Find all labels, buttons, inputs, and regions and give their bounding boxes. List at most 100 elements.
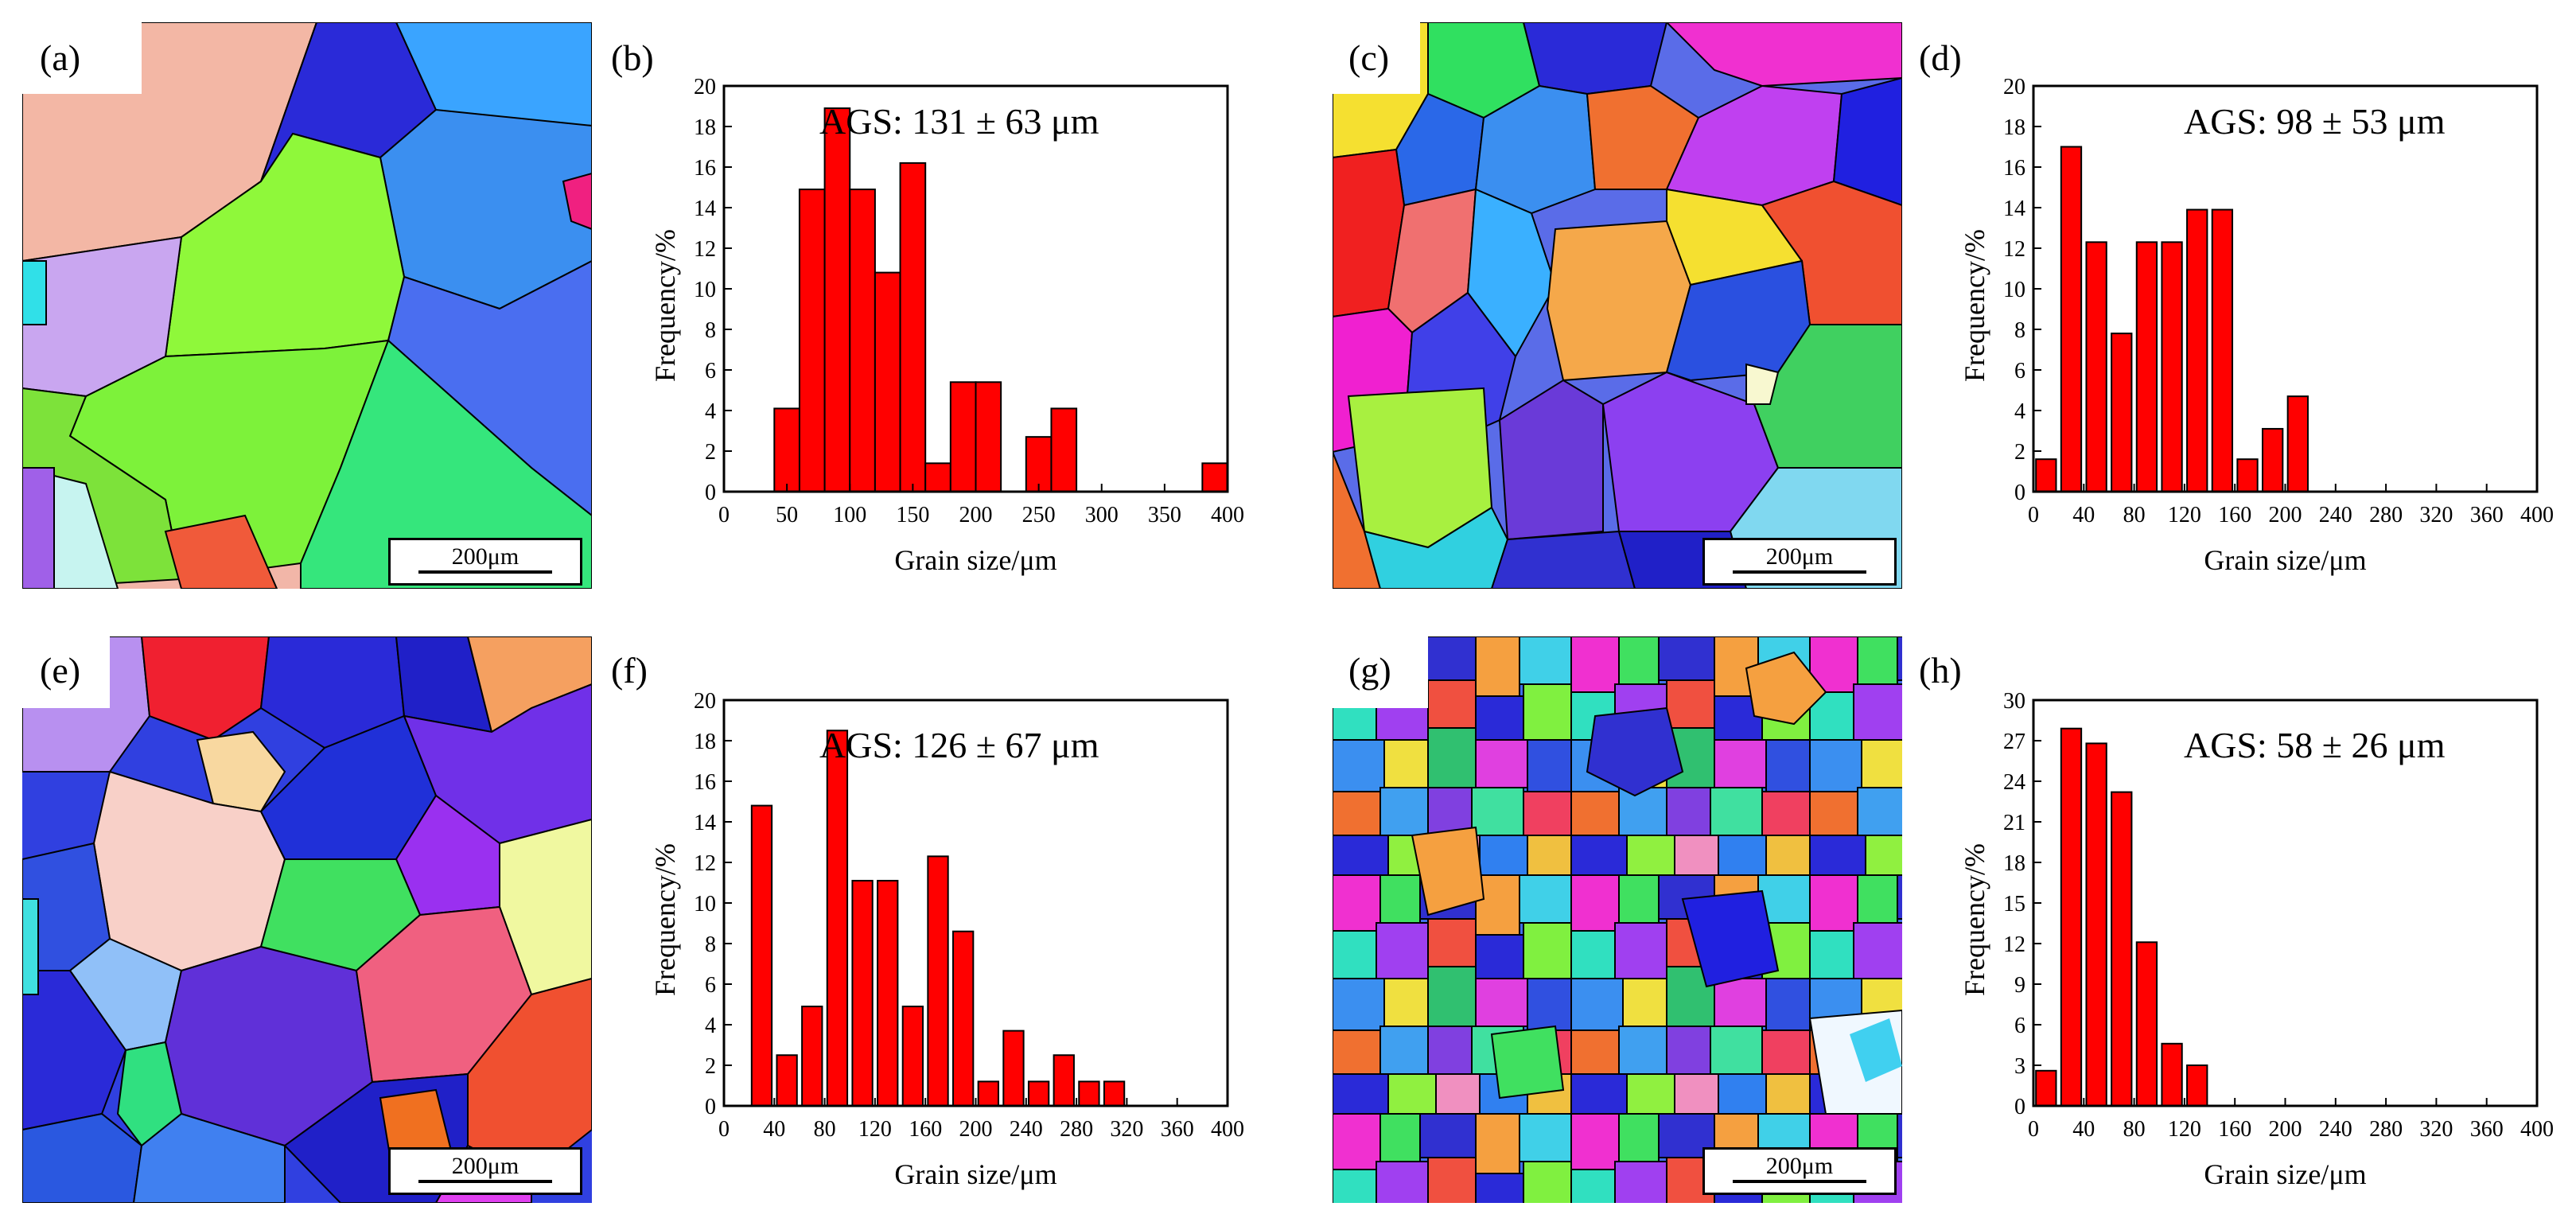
scale-bar-line [1733, 570, 1866, 574]
y-tick-label: 18 [694, 730, 716, 754]
x-tick-label: 400 [1211, 503, 1244, 527]
scale-bar-label: 200μm [1765, 543, 1834, 570]
y-tick-label: 16 [694, 770, 716, 795]
x-tick-label: 240 [2319, 503, 2352, 527]
y-tick-label: 10 [694, 278, 716, 302]
y-tick-label: 14 [2003, 197, 2025, 221]
x-axis-title-f: Grain size/μm [894, 1158, 1057, 1190]
y-tick-label: 15 [2003, 892, 2025, 917]
scale-bar-a: 200μm [388, 538, 582, 586]
x-tick-label: 120 [2168, 503, 2201, 527]
y-tick-label: 0 [705, 481, 716, 505]
histogram-bar [2262, 427, 2284, 493]
y-tick-label: 4 [705, 399, 716, 424]
y-tick-label: 18 [2003, 115, 2025, 140]
histogram-bar [2161, 241, 2183, 492]
histogram-bar [2186, 208, 2208, 492]
x-axis-title-d: Grain size/μm [2204, 544, 2367, 576]
histogram-bar [874, 271, 901, 492]
x-tick-label: 360 [2470, 503, 2504, 527]
x-tick-label: 40 [2072, 503, 2095, 527]
scale-bar-label: 200μm [451, 543, 519, 570]
x-tick-label: 200 [2269, 1117, 2302, 1142]
x-tick-label: 240 [1010, 1117, 1043, 1142]
histogram-bar [2085, 241, 2107, 492]
x-tick-label: 200 [2269, 503, 2302, 527]
x-tick-label: 0 [718, 503, 730, 527]
x-tick-label: 400 [2520, 1117, 2554, 1142]
x-tick-label: 400 [2520, 503, 2554, 527]
histogram-bar [2060, 727, 2083, 1107]
panel-label-e: (e) [40, 650, 81, 691]
ebsd-map-g-graphic [1333, 636, 1902, 1203]
histogram-bar [877, 879, 899, 1107]
x-tick-label: 320 [2419, 1117, 2453, 1142]
x-tick-label: 360 [2470, 1117, 2504, 1142]
ebsd-map-e-graphic [22, 636, 592, 1203]
histogram-bar [2186, 1064, 2208, 1107]
y-tick-label: 12 [2003, 932, 2025, 957]
y-tick-label: 8 [705, 932, 716, 957]
y-tick-label: 2 [2014, 440, 2025, 465]
x-tick-label: 280 [2369, 503, 2403, 527]
x-tick-label: 80 [814, 1117, 836, 1142]
scale-bar-label: 200μm [451, 1153, 519, 1179]
histogram-bar [1027, 1080, 1050, 1107]
ebsd-map-g [1333, 636, 1902, 1203]
y-tick-label: 12 [694, 237, 716, 262]
ags-annotation-h: AGS: 58 ± 26 μm [2184, 725, 2446, 765]
histogram-bar [2060, 146, 2083, 492]
histogram-bar [1053, 1054, 1075, 1107]
histogram-bar [2211, 208, 2234, 492]
y-tick-label: 12 [694, 851, 716, 876]
histogram-bar [1002, 1029, 1025, 1107]
histogram-bar [773, 407, 800, 493]
y-tick-label: 0 [705, 1095, 716, 1119]
histogram-bar [826, 730, 849, 1107]
y-tick-label: 6 [705, 973, 716, 998]
ags-annotation-f: AGS: 126 ± 67 μm [819, 725, 1099, 765]
x-axis-title-b: Grain size/μm [894, 544, 1057, 576]
x-tick-label: 200 [959, 1117, 993, 1142]
y-axis-title-h: Frequency/% [1959, 843, 1990, 996]
scale-bar-e: 200μm [388, 1147, 582, 1195]
ebsd-map-a [22, 22, 592, 589]
histogram-bar [901, 1006, 924, 1107]
histogram-bar [2161, 1042, 2183, 1107]
y-tick-label: 8 [2014, 318, 2025, 343]
histogram-bar [851, 879, 874, 1107]
histogram-bar [2135, 241, 2158, 492]
panel-label-b: (b) [611, 37, 654, 78]
y-tick-label: 24 [2003, 770, 2025, 795]
histogram-bar [2135, 941, 2158, 1107]
histogram-bar [2035, 1069, 2057, 1107]
y-tick-label: 2 [705, 1054, 716, 1079]
x-tick-label: 200 [959, 503, 993, 527]
x-axis-title-h: Grain size/μm [2204, 1158, 2367, 1190]
histogram-bar [927, 855, 949, 1107]
y-tick-label: 18 [2003, 851, 2025, 876]
histogram-bar [2236, 458, 2259, 493]
y-tick-label: 0 [2014, 1095, 2025, 1119]
y-tick-label: 16 [2003, 156, 2025, 181]
y-tick-label: 10 [2003, 278, 2025, 302]
histogram-bar [924, 462, 951, 492]
ags-annotation-d: AGS: 98 ± 53 μm [2184, 101, 2446, 142]
y-tick-label: 18 [694, 115, 716, 140]
x-tick-label: 160 [2218, 1117, 2251, 1142]
x-tick-label: 80 [2123, 503, 2146, 527]
ebsd-map-c [1333, 22, 1902, 589]
y-tick-label: 20 [694, 75, 716, 99]
y-tick-label: 10 [694, 892, 716, 917]
y-tick-label: 8 [705, 318, 716, 343]
x-tick-label: 50 [776, 503, 798, 527]
x-tick-label: 40 [763, 1117, 785, 1142]
histogram-bar [2111, 333, 2133, 492]
y-tick-label: 27 [2003, 730, 2025, 754]
